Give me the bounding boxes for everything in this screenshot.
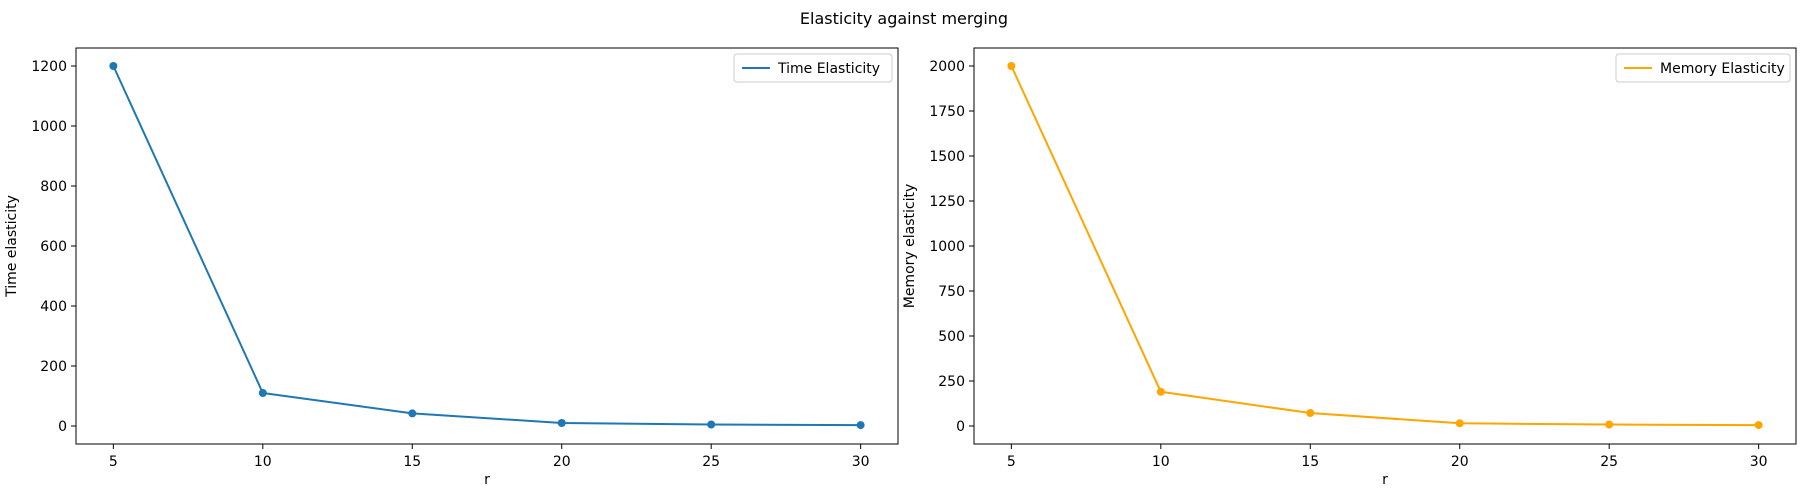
- chart-0-y-tick-label: 1000: [31, 119, 67, 135]
- chart-0-axes-frame: [75, 47, 899, 445]
- chart-0-x-tick-label: 10: [254, 454, 272, 470]
- chart-0-y-tick-label: 0: [58, 419, 67, 435]
- chart-0-data-point: [856, 421, 865, 430]
- chart-1-series-line: [1010, 65, 1759, 427]
- chart-0-x-axis-label: r: [484, 472, 490, 488]
- chart-0-x-tick-label: 5: [109, 454, 118, 470]
- chart-1-y-tick-label: 1750: [929, 104, 965, 120]
- chart-1-x-tick-label: 15: [1301, 454, 1319, 470]
- time-elasticity-chart: 5 10 15 20 25 30 0 200 400 600 800 1000 1200 r Time el…: [4, 47, 899, 488]
- chart-0-y-tick-label: 600: [40, 239, 67, 255]
- chart-0-x-tick-label: 30: [852, 454, 870, 470]
- chart-0-legend-label: Time Elasticity: [777, 61, 880, 77]
- chart-1-legend: Memory Elasticity: [1615, 53, 1791, 83]
- chart-1-y-tick-label: 500: [938, 329, 965, 345]
- chart-1-data-point: [1455, 419, 1464, 428]
- chart-1-data-point: [1156, 387, 1165, 396]
- chart-1-x-axis-label: r: [1382, 472, 1388, 488]
- chart-1-legend-box: [1615, 53, 1791, 83]
- chart-1-axes-frame: [973, 47, 1797, 445]
- chart-0-data-point: [258, 389, 267, 397]
- chart-0-legend-box: [733, 53, 893, 83]
- chart-0-x-tick-label: 20: [553, 454, 571, 470]
- chart-1-y-tick-label: 1250: [929, 194, 965, 210]
- chart-0-y-tick-label: 200: [40, 359, 67, 375]
- chart-1-x-tick-label: 25: [1600, 454, 1618, 470]
- chart-1-y-tick-label: 0: [956, 419, 965, 435]
- chart-0-y-axis-label: Time elasticity: [4, 195, 20, 298]
- chart-0-legend: Time Elasticity: [733, 53, 893, 83]
- chart-1-x-tick-label: 20: [1451, 454, 1469, 470]
- chart-1-data-point: [1605, 420, 1614, 429]
- chart-1-y-axis-label: Memory elasticity: [902, 184, 918, 309]
- chart-1-y-tick-label: 750: [938, 284, 965, 300]
- memory-elasticity-chart: 5 10 15 20 25 30 0 250 500 750 1000 1250 1500 1750 200…: [902, 47, 1797, 488]
- chart-1-x-tick-label: 30: [1750, 454, 1768, 470]
- chart-1-x-tick-label: 5: [1007, 454, 1016, 470]
- chart-0-series-line: [112, 65, 861, 427]
- chart-1-y-tick-label: 1000: [929, 239, 965, 255]
- chart-0-data-point: [109, 62, 118, 70]
- chart-0-x-tick-label: 15: [403, 454, 421, 470]
- chart-1-legend-label: Memory Elasticity: [1660, 61, 1785, 77]
- chart-0-y-tick-label: 1200: [31, 59, 67, 75]
- chart-0-data-point: [557, 419, 566, 427]
- chart-0-y-tick-label: 400: [40, 299, 67, 315]
- chart-1-data-point: [1754, 421, 1763, 430]
- chart-0-data-point: [408, 409, 417, 418]
- chart-1-y-tick-label: 250: [938, 374, 965, 390]
- chart-1-x-tick-label: 10: [1152, 454, 1170, 470]
- chart-1-y-tick-label: 1500: [929, 149, 965, 165]
- chart-0-y-tick-label: 800: [40, 179, 67, 195]
- chart-0-data-point: [707, 420, 716, 429]
- chart-0-x-tick-label: 25: [702, 454, 720, 470]
- chart-1-y-tick-label: 2000: [929, 59, 965, 75]
- chart-1-data-point: [1306, 409, 1315, 418]
- figure-title: Elasticity against merging: [800, 9, 1008, 28]
- chart-1-data-point: [1007, 62, 1016, 70]
